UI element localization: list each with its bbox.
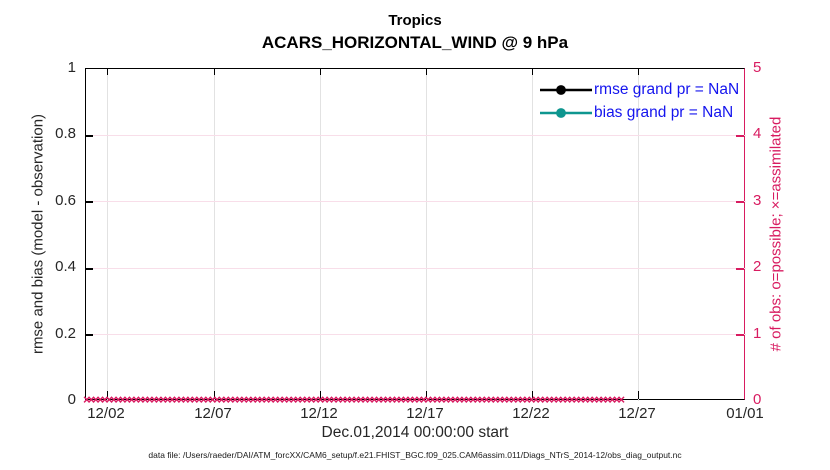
tick-mark-top (532, 69, 533, 75)
y-right-tick-label: 5 (753, 59, 762, 76)
x-tick-label: 01/01 (726, 405, 764, 422)
tick-mark-bottom (214, 391, 215, 399)
y-axis-label-right: # of obs: o=possible; ×=assimilated (767, 116, 785, 352)
tick-mark-top (426, 69, 427, 75)
y-right-tick-label: 0 (753, 391, 762, 408)
x-tick-label: 12/07 (194, 405, 232, 422)
tick-mark-right (736, 334, 744, 336)
obs-markers-band: ××××××××××××××××××××××××××××××××××××××××… (83, 393, 625, 406)
data-file-caption: data file: /Users/raeder/DAI/ATM_forcXX/… (148, 450, 682, 460)
tick-mark-left (86, 268, 93, 270)
x-tick-label: 12/22 (512, 405, 550, 422)
y-axis-label-left: rmse and bias (model - observation) (29, 113, 47, 355)
y-left-tick-label: 0.8 (55, 125, 76, 142)
y-right-tick-label: 1 (753, 325, 762, 342)
y-left-tick-label: 0.2 (55, 325, 76, 342)
legend-label-bias: bias grand pr = NaN (594, 103, 734, 121)
legend: rmse grand pr = NaN bias grand pr = NaN (540, 78, 739, 124)
y-right-tick-label: 3 (753, 192, 762, 209)
tick-mark-top (638, 69, 639, 75)
y-left-tick-label: 1 (67, 59, 76, 76)
tick-mark-left (86, 334, 93, 336)
plot-area (85, 68, 746, 401)
gridline-vertical (214, 69, 215, 401)
chart-subtitle: ACARS_HORIZONTAL_WIND @ 9 hPa (261, 33, 569, 52)
tick-mark-bottom (320, 391, 321, 399)
rmse-line-marker-icon (540, 84, 592, 95)
gridline-vertical (532, 69, 533, 401)
tick-mark-top (214, 69, 215, 75)
tick-mark-top (107, 69, 108, 75)
x-axis-label: Dec.01,2014 00:00:00 start (321, 424, 509, 441)
tick-mark-left (86, 135, 93, 137)
tick-mark-right (736, 268, 744, 270)
y-right-tick-label: 2 (753, 258, 762, 275)
tick-mark-bottom (638, 391, 639, 399)
gridline-vertical (320, 69, 321, 401)
y-left-tick-label: 0 (67, 391, 76, 408)
gridline-horizontal (86, 334, 746, 335)
y-right-tick-label: 4 (753, 125, 762, 142)
legend-label-rmse: rmse grand pr = NaN (594, 80, 740, 98)
gridline-vertical (426, 69, 427, 401)
tick-mark-right (736, 201, 744, 203)
gridline-horizontal (86, 135, 746, 136)
legend-item-bias: bias grand pr = NaN (540, 101, 739, 124)
y-left-tick-label: 0.4 (55, 258, 76, 275)
tick-mark-left (86, 201, 93, 203)
x-tick-label: 12/17 (406, 405, 444, 422)
gridline-horizontal (86, 268, 746, 269)
y-left-tick-label: 0.6 (55, 192, 76, 209)
chart-title: Tropics (388, 12, 442, 29)
x-tick-label: 12/12 (300, 405, 338, 422)
x-tick-label: 12/02 (87, 405, 125, 422)
tick-mark-bottom (532, 391, 533, 399)
x-tick-label: 12/27 (618, 405, 656, 422)
tick-mark-right (736, 135, 744, 137)
tick-mark-bottom (107, 391, 108, 399)
gridline-vertical (107, 69, 108, 401)
gridline-vertical (638, 69, 639, 401)
legend-item-rmse: rmse grand pr = NaN (540, 78, 739, 101)
bias-line-marker-icon (540, 107, 592, 118)
tick-mark-top (320, 69, 321, 75)
tick-mark-bottom (426, 391, 427, 399)
gridline-horizontal (86, 201, 746, 202)
